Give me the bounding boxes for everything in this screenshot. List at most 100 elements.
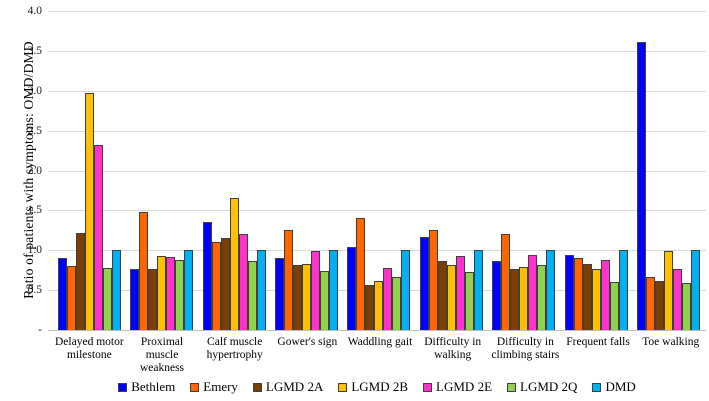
bar-bethlem [202,222,212,330]
gridline [48,130,706,132]
bar-lgmd-2a [148,269,158,330]
bar-lgmd-2e [528,255,538,330]
bar-dmd [473,250,483,330]
bar-emery [211,242,221,330]
legend-label: DMD [605,379,636,394]
bar-lgmd-2q [175,260,185,330]
bar-emery [573,258,583,330]
gridline [48,11,706,12]
bar-emery [501,234,511,330]
legend-item-lgmd-2a: LGMD 2A [252,379,324,395]
bar-emery [66,266,76,330]
bar-lgmd-2q [102,268,112,330]
bar-lgmd-2a [220,238,230,330]
bars-row [53,11,705,330]
bar-group [198,11,270,330]
bar-bethlem [564,255,574,330]
legend-item-lgmd-2e: LGMD 2E [423,379,492,395]
legend-item-dmd: DMD [592,379,636,395]
bar-lgmd-2b [664,251,674,330]
y-axis-tick-label: 3.0 [27,84,42,97]
legend: Bethlem Emery LGMD 2A LGMD 2B LGMD 2E LGMD 2Q… [48,379,706,395]
bar-lgmd-2q [537,265,547,330]
bar-group [270,11,342,330]
bar-lgmd-2q [392,277,402,330]
plot-area [48,11,706,331]
y-axis-tick-label: - [38,324,42,336]
bar-lgmd-2q [464,272,474,330]
bar-lgmd-2a [437,261,447,330]
x-axis-label: Difficulty in walking [424,336,482,361]
x-axis-label: Toe walking [642,336,700,348]
gridline [48,250,706,252]
x-axis-label: Gower's sign [277,336,338,348]
bar-emery [284,230,294,330]
bar-lgmd-2a [510,269,520,330]
bar-lgmd-2a [655,281,665,330]
bar-bethlem [637,42,647,330]
bar-emery [139,212,149,330]
gridline [48,170,706,172]
bar-group [633,11,705,330]
y-axis-tick-label: 4.0 [27,5,42,17]
bar-emery [428,230,438,330]
y-axis-tick-label: 1.0 [27,244,42,257]
bar-lgmd-2a [365,285,375,330]
legend-label: LGMD 2A [265,379,324,394]
bar-dmd [618,250,628,330]
bar-lgmd-2b [374,281,384,330]
bar-bethlem [130,269,140,330]
bar-bethlem [492,261,502,330]
x-axis-label: Waddling gait [347,336,413,348]
bar-group [488,11,560,330]
legend-label: LGMD 2E [436,379,493,394]
x-axis-label: Frequent falls [566,336,630,348]
gridline [48,90,706,92]
legend-swatch-icon [423,382,433,392]
y-axis-tick-label: 2.5 [27,124,42,137]
y-axis-tick-label: 2.0 [27,164,42,177]
bar-group [53,11,125,330]
bar-emery [356,218,366,330]
bar-lgmd-2b [446,265,456,330]
bar-lgmd-2a [75,233,85,330]
y-axis-tick-label: 3.5 [27,44,42,57]
bar-group [125,11,197,330]
legend-label: LGMD 2B [351,379,409,394]
bar-lgmd-2e [383,268,393,330]
legend-swatch-icon [338,382,348,392]
legend-label: Emery [203,379,238,394]
bar-lgmd-2q [682,283,692,330]
legend-swatch-icon [592,382,602,392]
bar-lgmd-2a [582,264,592,330]
bar-group [415,11,487,330]
legend-swatch-icon [190,382,200,392]
bar-lgmd-2e [166,257,176,330]
x-axis-labels: Delayed motor milestone Proximal muscle w… [53,336,707,375]
bar-lgmd-2b [302,264,312,330]
bar-lgmd-2q [247,261,257,330]
legend-swatch-icon [252,382,262,392]
bar-dmd [546,250,556,330]
bar-dmd [401,250,411,330]
x-axis-label: Delayed motor milestone [55,336,124,361]
bar-lgmd-2e [238,234,248,330]
bar-lgmd-2e [600,260,610,330]
bar-dmd [256,250,266,330]
legend-item-lgmd-2q: LGMD 2Q [507,379,577,395]
y-axis-tick-label: 1.5 [27,204,42,217]
bar-lgmd-2e [93,145,103,330]
legend-swatch-icon [507,382,517,392]
bar-dmd [691,250,701,330]
legend-item-emery: Emery [190,379,238,395]
gridline [48,210,706,212]
legend-item-bethlem: Bethlem [118,379,175,395]
bar-lgmd-2e [673,269,683,330]
gridline [48,50,706,52]
legend-label: Bethlem [131,379,176,394]
y-axis-tick-label: 0.5 [27,284,42,297]
legend-swatch-icon [118,382,128,392]
x-axis-label: Calf muscle hypertrophy [206,336,263,361]
bar-emery [646,277,656,330]
